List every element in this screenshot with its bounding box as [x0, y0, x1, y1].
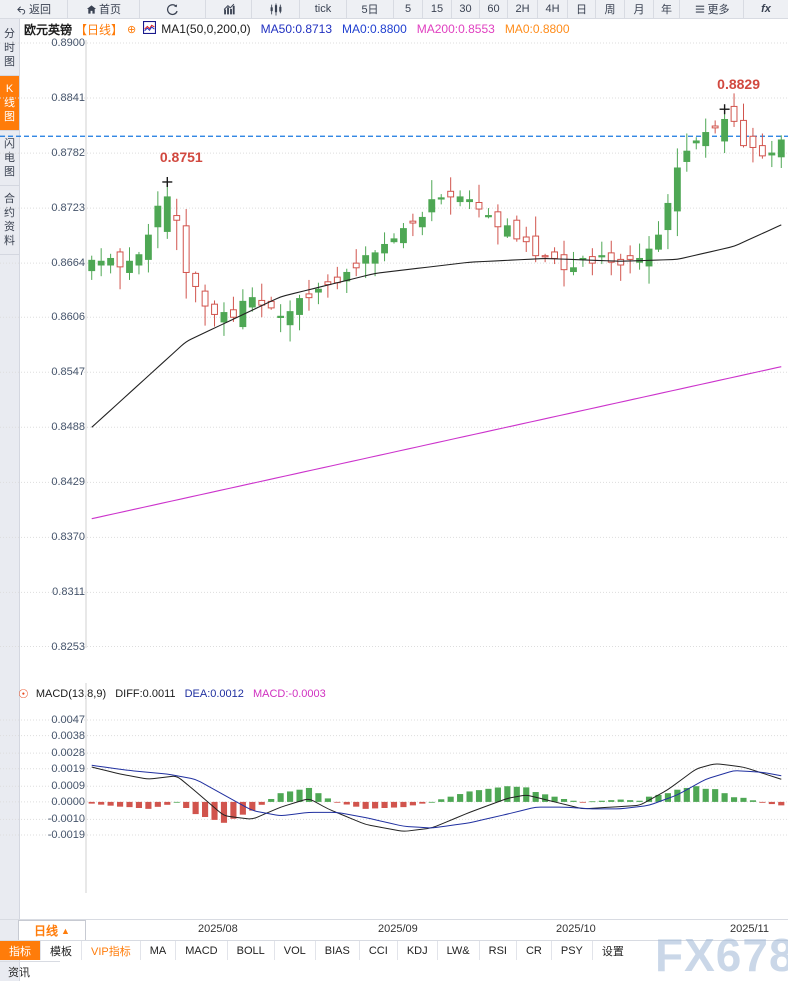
svg-text:0.8751: 0.8751: [160, 149, 203, 165]
svg-text:0.8829: 0.8829: [717, 76, 760, 92]
